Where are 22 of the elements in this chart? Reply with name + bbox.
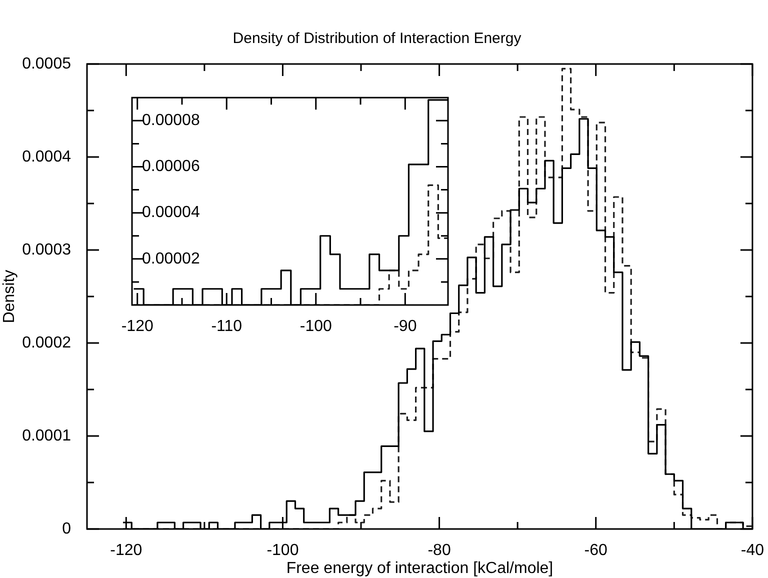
x-tick-label: -40 — [740, 542, 764, 560]
x-tick-label: -100 — [300, 318, 332, 336]
y-tick-label: 0.0005 — [22, 55, 72, 72]
x-tick-label: -110 — [211, 318, 242, 336]
x-axis-title: Free energy of interaction [kCal/mole] — [286, 560, 554, 577]
y-tick-label: 0.0003 — [22, 241, 72, 258]
y-tick-label: 0 — [62, 520, 72, 538]
y-tick-label: 0.0001 — [22, 427, 72, 444]
x-tick-label: -60 — [584, 542, 608, 560]
y-tick-label: 0.0002 — [22, 334, 72, 352]
x-tick-label: -120 — [110, 542, 142, 560]
y-axis-title: Density — [1, 270, 18, 324]
chart-title: Density of Distribution of Interaction Energy — [232, 30, 522, 48]
y-tick-label: 0.00004 — [142, 204, 200, 222]
y-tick-label: 0.00002 — [142, 250, 200, 268]
y-tick-label: 0.00006 — [142, 158, 200, 176]
y-tick-label: 0.00008 — [142, 112, 200, 130]
y-tick-label: 0.0004 — [22, 148, 72, 166]
x-tick-label: -100 — [266, 542, 299, 560]
x-tick-label: -80 — [428, 542, 451, 560]
x-tick-label: -90 — [394, 318, 417, 336]
x-tick-label: -120 — [121, 318, 154, 336]
